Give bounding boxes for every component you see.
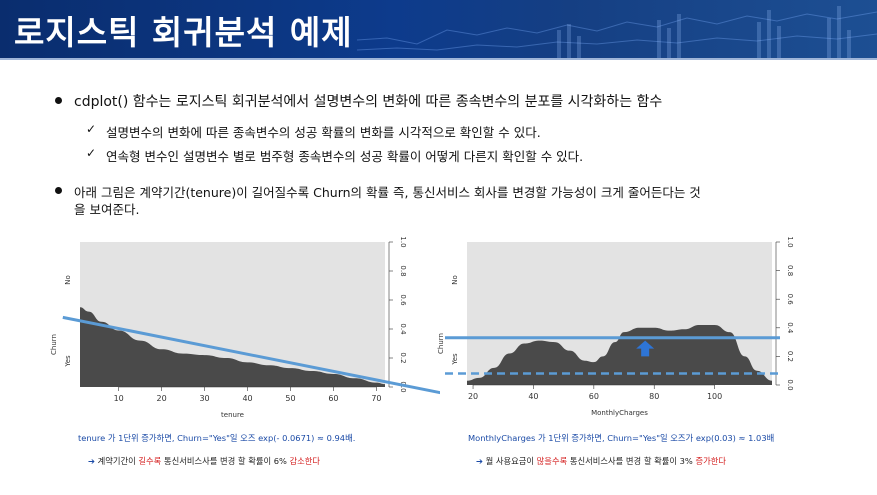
arrow-right-icon: ➔ — [476, 456, 483, 466]
right-tick-label: 1.0 — [399, 236, 407, 247]
right-tick-label: 0.0 — [399, 381, 407, 392]
left-conclusion-text-b: 통신서비스사를 변경 할 확률이 6% — [161, 456, 290, 466]
bullet-dot — [55, 187, 62, 194]
y-axis-label: Churn — [437, 333, 445, 354]
y-category-yes: Yes — [64, 355, 72, 368]
x-tick-label: 100 — [707, 392, 722, 401]
x-tick-label: 10 — [114, 394, 124, 403]
x-tick-label: 80 — [649, 392, 659, 401]
check-icon: ✓ — [86, 146, 97, 160]
right-tick-label: 1.0 — [786, 236, 794, 247]
page-title: 로지스틱 회귀분석 예제 — [14, 13, 353, 52]
right-tick-label: 0.8 — [786, 265, 794, 276]
banner-divider — [0, 58, 877, 60]
check-icon: ✓ — [86, 122, 97, 136]
y-category-no: No — [451, 275, 459, 285]
x-axis-label: MonthlyCharges — [591, 409, 648, 417]
left-conclusion: ➔ 계약기간이 길수록 통신서비스사를 변경 할 확률이 6% 감소한다 — [88, 455, 320, 467]
trend-line — [62, 315, 440, 395]
bullet-text-2-line-1: 아래 그림은 계약기간(tenure)이 길어질수록 Churn의 확률 즉, … — [74, 185, 701, 200]
x-axis-label: tenure — [221, 411, 244, 419]
y-category-no: No — [64, 275, 72, 285]
right-tick-label: 0.4 — [399, 323, 407, 335]
x-tick-label: 40 — [242, 394, 252, 403]
right-conclusion: ➔ 월 사용요금이 많을수록 통신서비스사를 변경 할 확률이 3% 증가한다 — [476, 455, 726, 467]
up-arrow-icon — [636, 340, 655, 357]
title-banner: 로지스틱 회귀분석 예제 — [0, 0, 877, 58]
right-caption: MonthlyCharges 가 1단위 증가하면, Churn="Yes"일 … — [468, 433, 775, 443]
x-tick-label: 30 — [199, 394, 209, 403]
x-tick-label: 20 — [468, 392, 478, 401]
x-tick-label: 60 — [589, 392, 599, 401]
left-conclusion-text-a: 계약기간이 — [94, 456, 139, 466]
right-tick-label: 0.8 — [399, 265, 407, 276]
x-tick-label: 60 — [328, 394, 338, 403]
yes-region — [80, 307, 385, 387]
bullet-dot — [55, 97, 62, 104]
left-conclusion-highlight-2: 감소한다 — [289, 456, 321, 466]
bullet-text-1: cdplot() 함수는 로지스틱 회귀분석에서 설명변수의 변화에 따른 종속… — [74, 94, 663, 110]
right-tick-label: 0.0 — [786, 379, 794, 390]
left-conclusion-highlight: 길수록 — [138, 456, 162, 466]
right-conclusion-highlight: 많을수록 — [536, 456, 568, 466]
bullet-text-2-line-2: 을 보여준다. — [74, 202, 140, 217]
x-tick-label: 20 — [157, 394, 167, 403]
right-conclusion-text-a: 월 사용요금이 — [482, 456, 537, 466]
banner-decoration — [357, 6, 877, 58]
sub-bullet-1: 설명변수의 변화에 따른 종속변수의 성공 확률의 변화를 시각적으로 확인할 … — [106, 125, 541, 140]
sub-bullet-2: 연속형 변수인 설명변수 별로 범주형 종속변수의 성공 확률이 어떻게 다른지… — [106, 149, 584, 164]
y-axis-label: Churn — [50, 334, 58, 355]
right-tick-label: 0.6 — [786, 294, 794, 306]
y-category-yes: Yes — [451, 353, 459, 366]
right-tick-label: 0.6 — [399, 294, 407, 306]
cdplot-tenure-chart: 10 20 30 40 50 60 70 tenure 0.0 0.2 0.4 0.6 0.8 1.0 Ye… — [50, 236, 440, 419]
cdplot-monthlycharges-chart: 20 40 60 80 100 MonthlyCharges 0.0 0.2 0.4 0.6 0.8… — [437, 236, 794, 417]
x-tick-label: 40 — [528, 392, 538, 401]
left-caption: tenure 가 1단위 증가하면, Churn="Yes"일 오즈 exp(-… — [78, 433, 356, 443]
right-conclusion-text-b: 통신서비스사를 변경 할 확률이 3% — [567, 456, 696, 466]
x-tick-label: 70 — [371, 394, 381, 403]
yes-region — [467, 324, 772, 385]
right-conclusion-highlight-2: 증가한다 — [695, 456, 726, 466]
arrow-right-icon: ➔ — [88, 456, 95, 466]
right-tick-label: 0.2 — [399, 352, 407, 363]
x-tick-label: 50 — [285, 394, 295, 403]
right-tick-label: 0.4 — [786, 322, 794, 334]
right-tick-label: 0.2 — [786, 351, 794, 362]
